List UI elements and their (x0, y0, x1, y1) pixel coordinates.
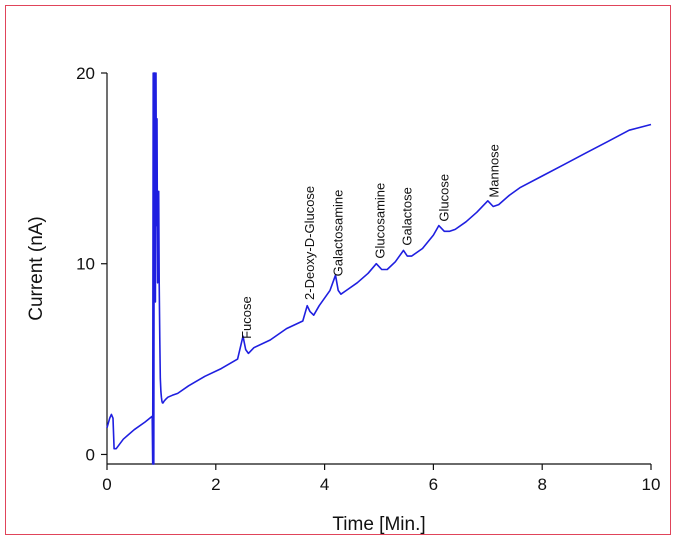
y-tick-label: 0 (86, 445, 95, 464)
peak-label: Mannose (486, 144, 501, 197)
peak-label: Glucose (436, 174, 451, 222)
peak-labels: Fucose 2-Deoxy-D-Glucose Galactosamine Gluc… (239, 144, 502, 339)
x-tick-label: 10 (642, 475, 661, 494)
y-tick-label: 10 (76, 255, 95, 274)
peak-label: 2-Deoxy-D-Glucose (302, 186, 317, 300)
x-tick-label: 8 (537, 475, 546, 494)
peak-label: Galactosamine (331, 190, 346, 277)
peak-label: Fucose (239, 296, 254, 339)
x-tick-label: 0 (102, 475, 111, 494)
x-tick-label: 6 (429, 475, 438, 494)
ticks (101, 72, 652, 470)
chart-frame (5, 5, 671, 535)
peak-label: Glucosamine (373, 183, 388, 259)
x-axis-label: Time [Min.] (332, 514, 425, 535)
y-tick-label: 20 (76, 64, 95, 83)
peak-label: Galactose (399, 187, 414, 246)
x-tick-label: 2 (211, 475, 220, 494)
x-tick-label: 4 (320, 475, 329, 494)
chromatogram-trace (106, 72, 652, 465)
axes (106, 73, 651, 465)
tick-labels: 0 2 4 6 8 10 0 10 20 (76, 64, 660, 494)
y-axis-label: Current (nA) (26, 216, 47, 321)
